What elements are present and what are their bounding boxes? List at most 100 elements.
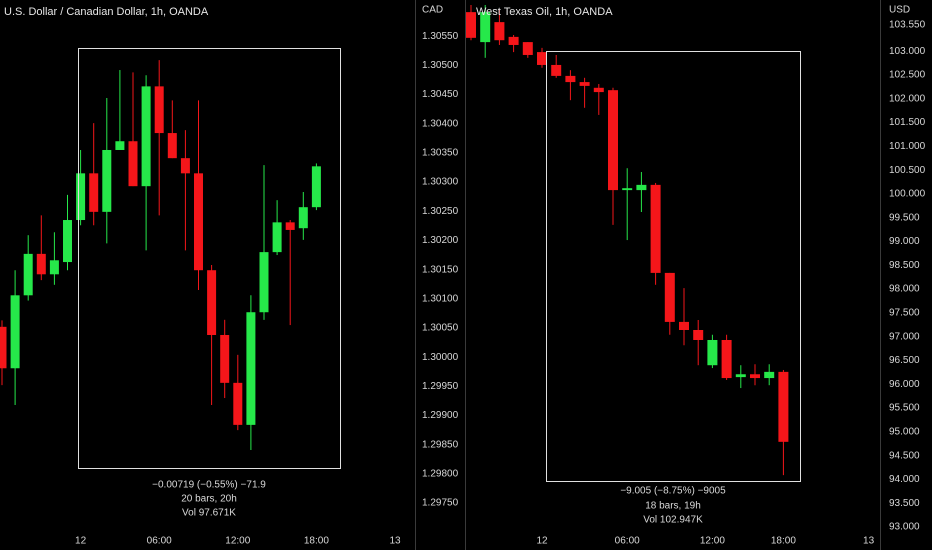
y-tick-label: 1.29850 (422, 439, 459, 450)
y-tick-label: 95.000 (889, 426, 920, 437)
chart-title: U.S. Dollar / Canadian Dollar, 1h, OANDA (4, 6, 209, 18)
x-tick-label: 13 (863, 536, 875, 547)
candle-body (537, 52, 547, 65)
measure-label: Vol 97.671K (182, 508, 236, 519)
candle-body (76, 173, 86, 221)
candle-body (233, 382, 243, 425)
chart-title: West Texas Oil, 1h, OANDA (476, 6, 613, 18)
y-tick-label: 1.30400 (422, 118, 459, 129)
candle-body (89, 173, 99, 212)
x-tick-label: 18:00 (304, 536, 329, 547)
measure-label: 20 bars, 20h (181, 494, 237, 505)
candle-body (220, 334, 230, 383)
candle-body (636, 184, 647, 191)
measure-label: 18 bars, 19h (645, 501, 701, 512)
candle-body (180, 158, 190, 174)
candle-body (551, 64, 562, 76)
x-tick-label: 06:00 (615, 536, 640, 547)
candle-body (622, 188, 633, 191)
candle-body (693, 329, 704, 340)
y-tick-label: 99.000 (889, 236, 920, 247)
y-tick-label: 1.30250 (422, 206, 459, 217)
candle-body (508, 36, 519, 45)
candle-body (735, 374, 746, 378)
candle-body (194, 173, 203, 271)
y-tick-label: 1.30450 (422, 89, 459, 100)
candle-body (298, 207, 308, 229)
axis-label: CAD (422, 5, 443, 16)
measure-label: −0.00719 (−0.55%) −71.9 (152, 480, 266, 491)
y-tick-label: 1.29750 (422, 498, 459, 509)
y-tick-label: 98.500 (889, 260, 920, 271)
candle-body (721, 339, 732, 379)
candle-body (664, 272, 675, 322)
x-tick-label: 12:00 (700, 536, 725, 547)
candle-body (593, 87, 604, 93)
x-tick-label: 12 (75, 536, 87, 547)
candle-body (63, 220, 72, 263)
candle-body (115, 141, 125, 150)
y-tick-label: 100.500 (889, 165, 926, 176)
candle-body (608, 90, 618, 191)
y-tick-label: 1.29900 (422, 410, 459, 421)
y-tick-label: 1.30050 (422, 323, 459, 334)
candle-body (679, 321, 689, 330)
candle-body (272, 222, 282, 253)
candle-body (259, 252, 269, 313)
y-tick-label: 102.000 (889, 93, 926, 104)
x-tick-label: 12 (536, 536, 548, 547)
candle-body (128, 141, 138, 187)
y-tick-label: 97.000 (889, 331, 920, 342)
y-tick-label: 96.500 (889, 355, 920, 366)
y-tick-label: 101.000 (889, 141, 926, 152)
y-tick-label: 95.500 (889, 403, 920, 414)
y-tick-label: 1.30150 (422, 264, 459, 275)
measure-label: −9.005 (−8.75%) −9005 (620, 486, 726, 497)
y-tick-label: 1.30500 (422, 60, 459, 71)
candle-body (522, 42, 533, 55)
candle-body (707, 339, 718, 366)
candle-body (141, 86, 151, 187)
y-tick-label: 99.500 (889, 212, 920, 223)
y-tick-label: 102.500 (889, 70, 926, 81)
candle-body (23, 253, 33, 296)
x-tick-label: 13 (389, 536, 401, 547)
y-tick-label: 94.000 (889, 474, 920, 485)
candle-body (10, 295, 20, 369)
y-tick-label: 94.500 (889, 450, 920, 461)
measure-box (78, 48, 341, 469)
y-tick-label: 1.30100 (422, 293, 459, 304)
candle-body (480, 12, 491, 43)
x-tick-label: 06:00 (147, 536, 172, 547)
y-tick-label: 1.30550 (422, 31, 459, 42)
y-tick-label: 101.500 (889, 117, 926, 128)
candle-body (565, 75, 576, 83)
candle-body (579, 82, 590, 86)
x-tick-label: 12:00 (225, 536, 250, 547)
y-tick-label: 93.500 (889, 498, 920, 509)
x-tick-label: 18:00 (771, 536, 796, 547)
y-tick-label: 1.29950 (422, 381, 459, 392)
measure-label: Vol 102.947K (643, 515, 703, 526)
y-tick-label: 96.000 (889, 379, 920, 390)
y-tick-label: 93.000 (889, 522, 920, 533)
y-tick-label: 103.000 (889, 46, 926, 57)
y-tick-label: 98.000 (889, 284, 920, 295)
candle-body (167, 133, 177, 159)
candle-body (311, 166, 321, 208)
axis-label: USD (889, 5, 910, 16)
y-tick-label: 1.30300 (422, 177, 459, 188)
measure-box (546, 51, 801, 482)
y-tick-label: 1.29800 (422, 469, 459, 480)
candle-body (36, 253, 46, 275)
y-tick-label: 1.30000 (422, 352, 459, 363)
y-tick-label: 100.000 (889, 189, 926, 200)
candle-body (49, 260, 59, 275)
candle-body (246, 312, 256, 425)
candle-body (154, 86, 164, 134)
candle-body (102, 149, 112, 212)
y-tick-label: 1.30350 (422, 148, 459, 159)
candle-body (764, 371, 775, 379)
